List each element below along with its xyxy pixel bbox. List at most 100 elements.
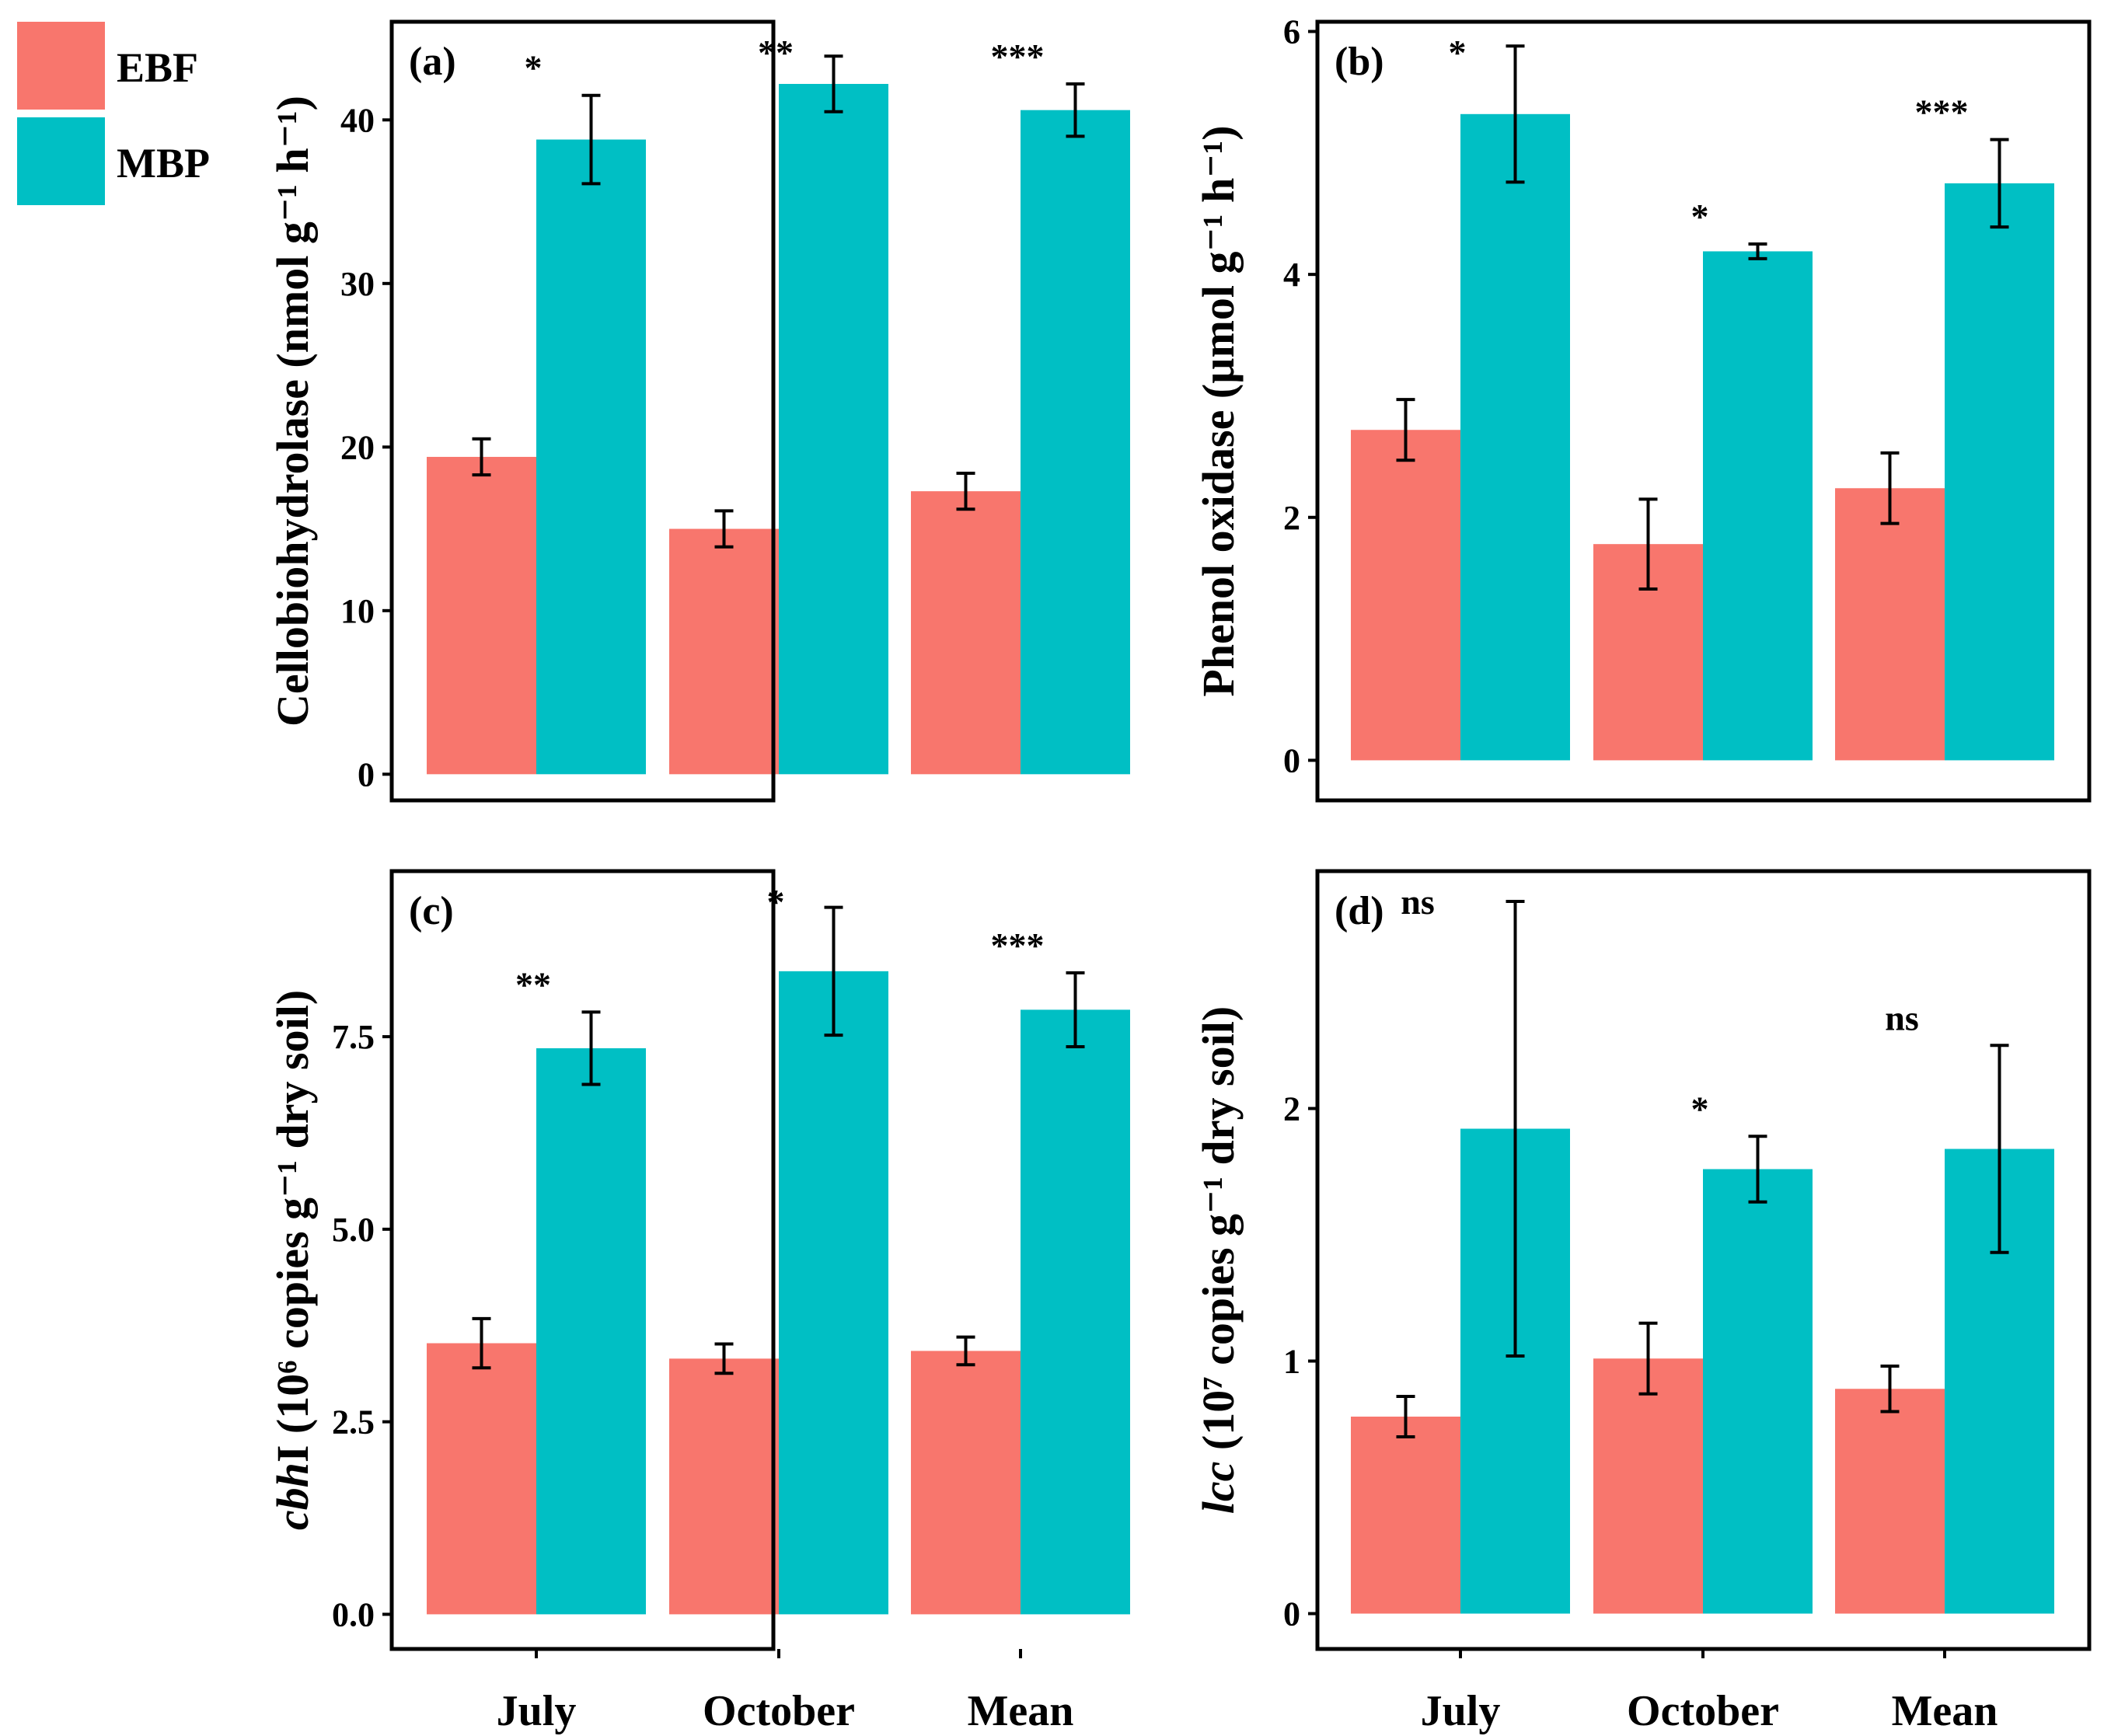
x-tick-label-c-july: July bbox=[497, 1687, 577, 1735]
y-tick-label-c: 2.5 bbox=[332, 1403, 375, 1441]
significance-label-c-october: * bbox=[767, 882, 785, 922]
error-bar-b-mbp-july bbox=[1506, 44, 1525, 184]
error-bar-d-ebf-mean bbox=[1880, 1365, 1900, 1414]
error-bar-b-ebf-mean bbox=[1880, 451, 1900, 525]
y-tick-label-d: 1 bbox=[1283, 1343, 1300, 1381]
bar-a-ebf-mean bbox=[911, 491, 1021, 775]
x-tick-label-d-mean: Mean bbox=[1892, 1687, 1998, 1735]
significance-label-a-october: ** bbox=[758, 33, 794, 72]
y-tick-label-d: 0 bbox=[1283, 1595, 1300, 1633]
significance-label-a-july: * bbox=[525, 48, 543, 88]
legend: EBF MBP bbox=[17, 22, 210, 205]
panel-label-d: (d) bbox=[1335, 889, 1384, 933]
y-tick-label-a: 40 bbox=[340, 101, 375, 139]
significance-label-b-july: * bbox=[1449, 33, 1467, 72]
error-bar-c-ebf-october bbox=[714, 1342, 734, 1375]
error-bar-b-mbp-october bbox=[1748, 242, 1767, 260]
y-tick-label-c: 0.0 bbox=[332, 1595, 375, 1633]
significance-label-d-october: * bbox=[1691, 1089, 1709, 1128]
bar-a-mbp-mean bbox=[1021, 110, 1130, 775]
bar-a-mbp-july bbox=[536, 139, 646, 775]
error-bar-c-ebf-july bbox=[472, 1316, 491, 1370]
error-bar-c-mbp-october bbox=[824, 905, 843, 1037]
error-bar-a-mbp-july bbox=[581, 93, 601, 186]
y-tick-label-b: 2 bbox=[1283, 499, 1300, 537]
bar-a-ebf-july bbox=[427, 456, 536, 775]
y-tick-label-b: 6 bbox=[1283, 13, 1300, 51]
bar-b-mbp-mean bbox=[1945, 183, 2054, 761]
y-axis-title-d: lcc (10⁷ copies g⁻¹ dry soil) bbox=[1193, 1006, 1244, 1514]
bar-c-ebf-july bbox=[427, 1343, 536, 1615]
significance-label-a-mean: *** bbox=[991, 37, 1045, 76]
significance-label-c-july: ** bbox=[515, 964, 551, 1004]
significance-label-b-october: * bbox=[1691, 197, 1709, 236]
y-tick-label-a: 0 bbox=[358, 755, 375, 793]
bar-b-ebf-july bbox=[1351, 430, 1460, 761]
y-tick-label-d: 2 bbox=[1283, 1090, 1300, 1128]
y-tick-label-b: 0 bbox=[1283, 741, 1300, 779]
error-bar-d-ebf-july bbox=[1396, 1395, 1415, 1438]
significance-label-d-july: ns bbox=[1401, 882, 1434, 922]
significance-label-d-mean: ns bbox=[1885, 998, 1918, 1037]
significance-label-c-mean: *** bbox=[991, 926, 1045, 965]
error-bar-a-mbp-october bbox=[824, 54, 843, 113]
bar-d-mbp-october bbox=[1703, 1169, 1813, 1614]
bar-c-mbp-october bbox=[779, 971, 888, 1615]
bar-c-mbp-mean bbox=[1021, 1009, 1130, 1615]
panel-frame-c bbox=[389, 869, 776, 1651]
error-bar-a-ebf-mean bbox=[956, 471, 975, 511]
y-axis-title-c: cbhI (10⁶ copies g⁻¹ dry soil) bbox=[267, 990, 318, 1530]
panel-frame-b bbox=[1315, 19, 2092, 803]
error-bar-b-ebf-october bbox=[1638, 497, 1658, 591]
legend-label-ebf: EBF bbox=[117, 44, 198, 91]
error-bar-b-ebf-july bbox=[1396, 398, 1415, 462]
panel-frame-a bbox=[389, 19, 776, 803]
y-tick-label-c: 7.5 bbox=[332, 1018, 375, 1056]
error-bar-d-mbp-july bbox=[1506, 900, 1525, 1358]
y-axis-title-a: Cellobiohydrolase (nmol g⁻¹ h⁻¹) bbox=[267, 96, 318, 727]
bar-c-ebf-mean bbox=[911, 1351, 1021, 1615]
error-bar-c-mbp-july bbox=[581, 1010, 601, 1086]
bar-d-ebf-october bbox=[1593, 1358, 1703, 1614]
y-tick-label-a: 10 bbox=[340, 592, 375, 630]
bar-c-mbp-july bbox=[536, 1048, 646, 1615]
panel-label-a: (a) bbox=[409, 40, 456, 84]
panel-label-b: (b) bbox=[1335, 40, 1384, 84]
error-bar-a-ebf-july bbox=[472, 437, 491, 477]
bar-a-mbp-october bbox=[779, 83, 888, 775]
error-bar-b-mbp-mean bbox=[1990, 138, 2009, 229]
bar-d-ebf-july bbox=[1351, 1417, 1460, 1614]
x-tick-label-c-october: October bbox=[703, 1687, 855, 1735]
x-tick-label-d-july: July bbox=[1421, 1687, 1501, 1735]
y-tick-label-b: 4 bbox=[1283, 256, 1300, 294]
bar-b-mbp-july bbox=[1460, 113, 1570, 761]
y-tick-label-a: 20 bbox=[340, 428, 375, 466]
y-tick-label-a: 30 bbox=[340, 265, 375, 303]
x-tick-label-c-mean: Mean bbox=[968, 1687, 1074, 1735]
error-bar-a-mbp-mean bbox=[1066, 82, 1085, 138]
bar-d-ebf-mean bbox=[1835, 1389, 1945, 1614]
significance-label-b-mean: *** bbox=[1915, 92, 1969, 132]
y-tick-label-c: 5.0 bbox=[332, 1211, 375, 1249]
panel-label-c: (c) bbox=[409, 889, 454, 933]
panel-d: ns * ns (d) 0 1 2 lcc (10⁷ copies g⁻¹ dry soil)… bbox=[1193, 869, 2092, 1735]
legend-swatch-mbp bbox=[17, 117, 105, 205]
legend-label-mbp: MBP bbox=[117, 140, 210, 186]
error-bar-c-ebf-mean bbox=[956, 1335, 975, 1367]
bar-a-ebf-october bbox=[669, 528, 779, 775]
x-tick-label-d-october: October bbox=[1627, 1687, 1779, 1735]
legend-swatch-ebf bbox=[17, 22, 105, 110]
bar-c-ebf-october bbox=[669, 1358, 779, 1615]
error-bar-c-mbp-mean bbox=[1066, 971, 1085, 1048]
error-bar-d-mbp-october bbox=[1748, 1135, 1767, 1204]
error-bar-d-ebf-october bbox=[1638, 1321, 1658, 1396]
bar-b-mbp-october bbox=[1703, 251, 1813, 761]
y-axis-title-b: Phenol oxidase (µmol g⁻¹ h⁻¹) bbox=[1193, 125, 1244, 696]
error-bar-d-mbp-mean bbox=[1990, 1044, 2009, 1254]
error-bar-a-ebf-october bbox=[714, 509, 734, 549]
